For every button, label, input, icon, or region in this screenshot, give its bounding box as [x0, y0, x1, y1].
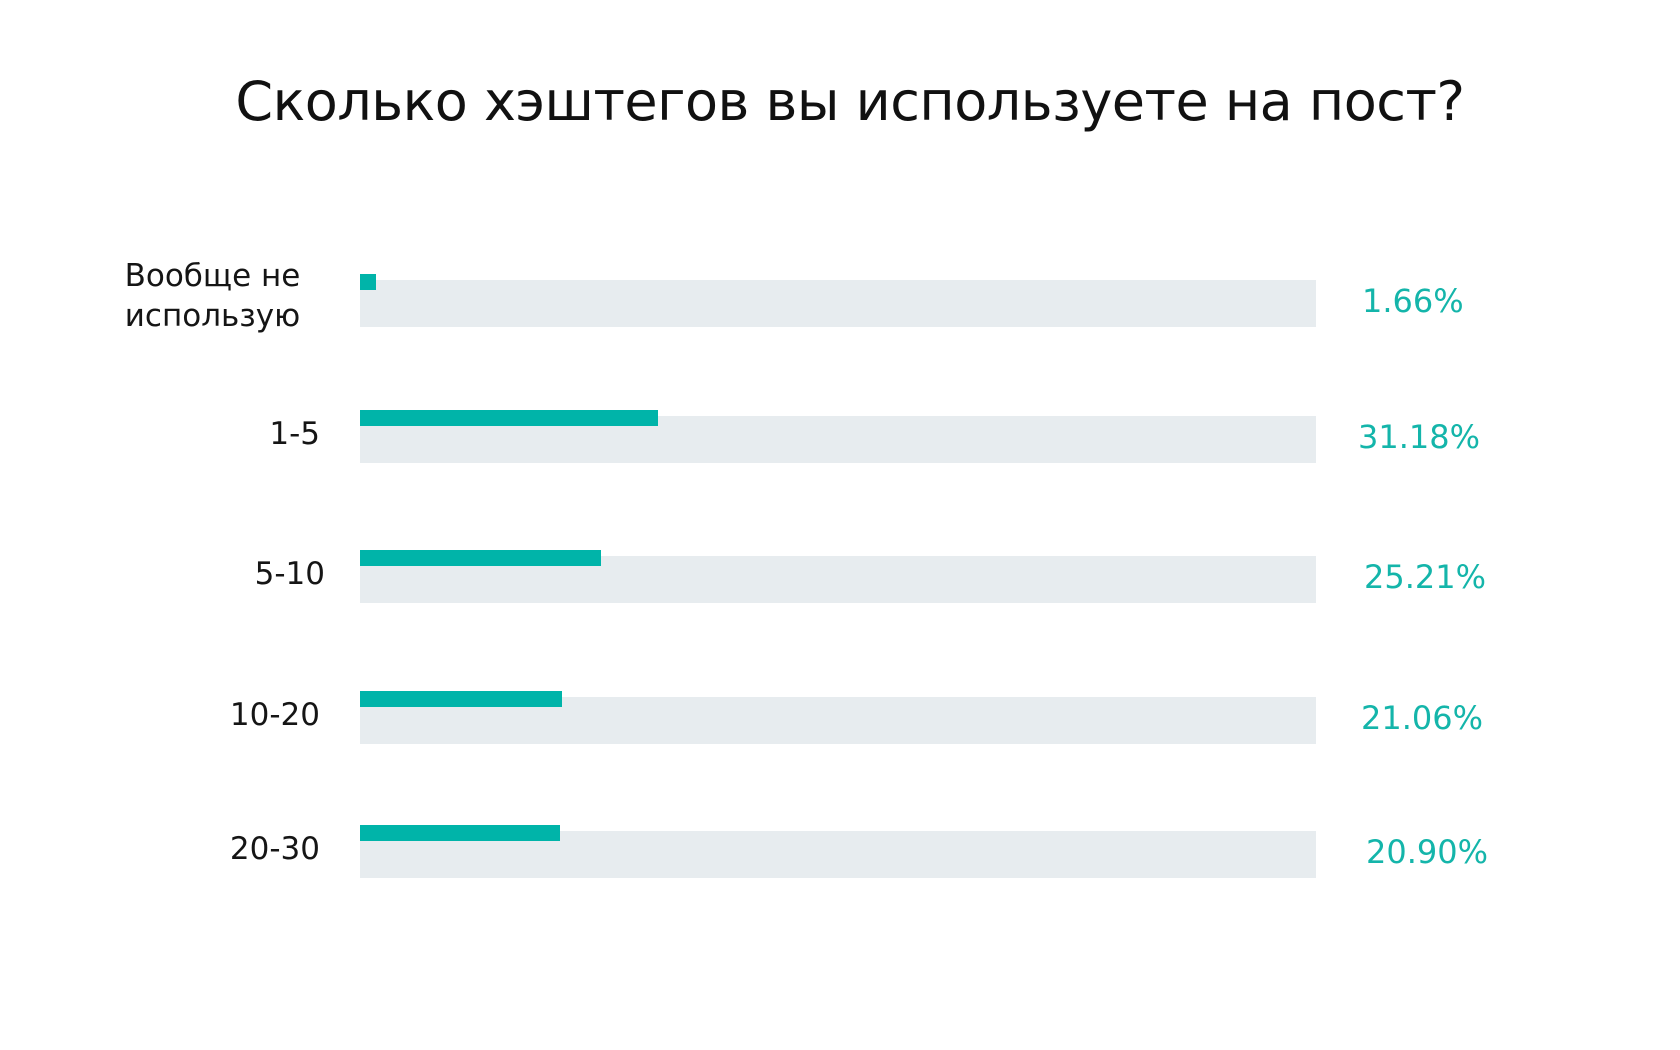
- category-label: 1-5: [269, 416, 320, 452]
- category-label: Вообще не использую: [124, 258, 301, 334]
- value-label: 21.06%: [1361, 699, 1484, 737]
- bar-row: Вообще не использую 1.66%: [0, 258, 1680, 350]
- category-label: 20-30: [229, 831, 320, 867]
- bar-track: [360, 280, 1316, 327]
- bar-row: 1-5 31.18%: [0, 406, 1680, 486]
- value-label: 20.90%: [1366, 833, 1489, 871]
- bar-fill: [360, 410, 658, 426]
- bar-fill: [360, 550, 601, 566]
- bar-row: 10-20 21.06%: [0, 687, 1680, 767]
- bar-fill: [360, 691, 562, 707]
- bar-fill: [360, 274, 376, 290]
- bar-row: 20-30 20.90%: [0, 821, 1680, 901]
- chart-title: Сколько хэштегов вы используете на пост?: [235, 70, 1465, 133]
- value-label: 31.18%: [1358, 418, 1481, 456]
- bar-fill: [360, 825, 560, 841]
- category-label: 5-10: [254, 556, 325, 592]
- category-label: 10-20: [229, 697, 320, 733]
- value-label: 1.66%: [1362, 282, 1464, 320]
- bar-row: 5-10 25.21%: [0, 546, 1680, 626]
- value-label: 25.21%: [1364, 558, 1487, 596]
